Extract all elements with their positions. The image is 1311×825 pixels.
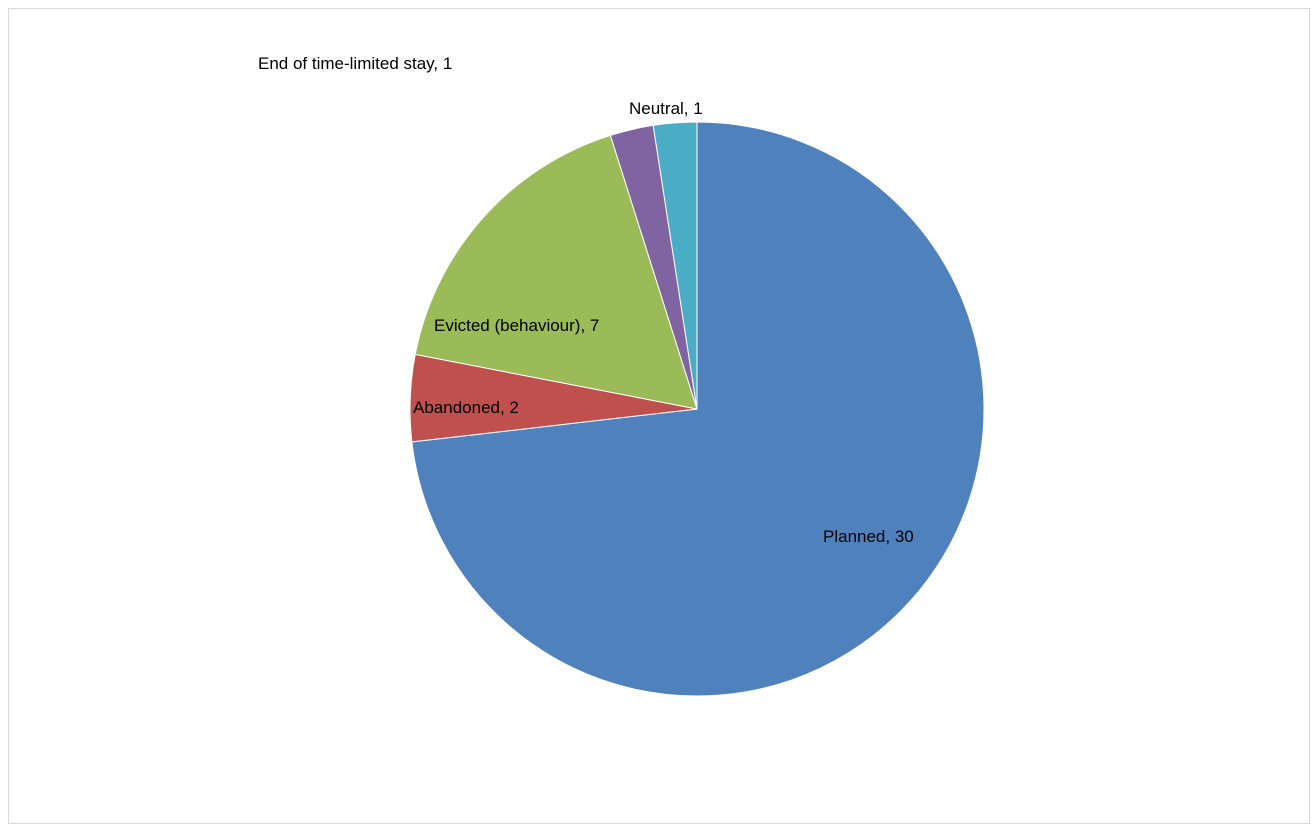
data-label-neutral: Neutral, 1 [629, 99, 703, 118]
pie-data-labels: Planned, 30 Abandoned, 2 Evicted (behaviou… [258, 54, 914, 546]
data-label-evicted-behaviour: Evicted (behaviour), 7 [434, 316, 599, 335]
pie-slice-evicted-behaviour [414, 134, 698, 410]
data-label-end-of-time-limited-stay: End of time-limited stay, 1 [258, 54, 452, 73]
pie-slice-planned [411, 121, 985, 697]
pie-slice-neutral [652, 121, 698, 410]
data-label-planned: Planned, 30 [823, 527, 914, 546]
pie-slices [409, 121, 985, 697]
data-label-abandoned: Abandoned, 2 [413, 398, 519, 417]
